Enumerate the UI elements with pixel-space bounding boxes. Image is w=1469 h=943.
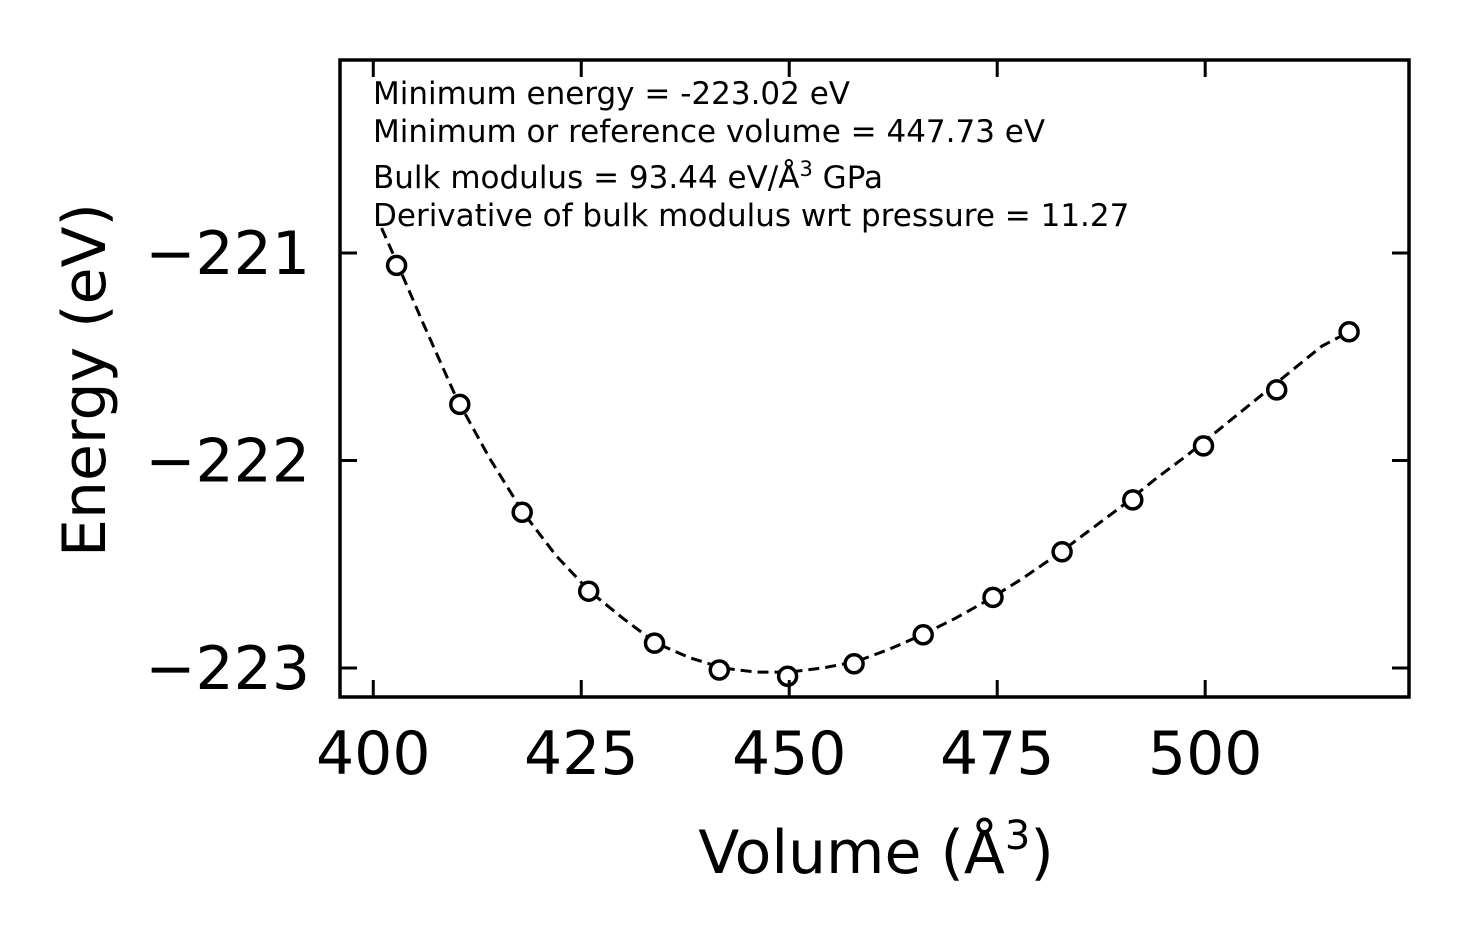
annotation-bulk-modulus-sup: 3 xyxy=(799,157,812,181)
plot-frame xyxy=(338,58,1411,699)
data-point xyxy=(982,586,1004,609)
annotation-min-energy: Minimum energy = -223.02 eV xyxy=(373,76,850,112)
data-point xyxy=(1265,379,1288,401)
data-point xyxy=(708,659,731,681)
data-point xyxy=(1338,321,1360,343)
data-point xyxy=(912,624,934,646)
y-tick-label: −223 xyxy=(145,634,310,704)
x-tick-label: 425 xyxy=(524,719,639,789)
annotation-bulk-modulus: Bulk modulus = 93.44 eV/Å3 GPa xyxy=(373,157,883,196)
data-point xyxy=(1122,489,1144,511)
data-points-layer xyxy=(385,254,1360,688)
y-axis-title: Energy (eV) xyxy=(50,203,120,557)
x-tick-label: 475 xyxy=(940,719,1055,789)
data-point xyxy=(511,501,533,524)
x-tick-label: 450 xyxy=(732,719,847,789)
y-tick-label: −221 xyxy=(145,219,310,289)
y-tick-label: −222 xyxy=(145,426,310,496)
x-axis-title-sup: 3 xyxy=(1005,813,1030,859)
x-axis-title-close: ) xyxy=(1030,818,1053,888)
x-tick-label: 500 xyxy=(1148,719,1263,789)
annotation-bulk-modulus-text: Bulk modulus = 93.44 eV/Å xyxy=(373,160,799,196)
ticks-layer: 400 425 450 475 500 −221 −222 −223 xyxy=(145,60,1409,789)
x-axis-title-text: Volume (Å xyxy=(698,817,1005,888)
data-point xyxy=(1192,435,1215,457)
data-point xyxy=(577,580,600,602)
data-point xyxy=(843,653,865,675)
data-point xyxy=(1051,541,1073,563)
annotation-bulk-derivative: Derivative of bulk modulus wrt pressure … xyxy=(373,198,1129,234)
annotation-bulk-modulus-unit: GPa xyxy=(813,160,883,196)
data-point xyxy=(449,393,471,416)
x-axis-title: Volume (Å3) xyxy=(698,813,1054,888)
data-point xyxy=(643,632,666,654)
annotation-block: Minimum energy = -223.02 eV Minimum or r… xyxy=(373,76,1129,234)
data-point xyxy=(776,665,799,688)
data-point xyxy=(385,254,408,277)
annotation-ref-volume: Minimum or reference volume = 447.73 eV xyxy=(373,114,1045,150)
x-tick-label: 400 xyxy=(316,719,431,789)
